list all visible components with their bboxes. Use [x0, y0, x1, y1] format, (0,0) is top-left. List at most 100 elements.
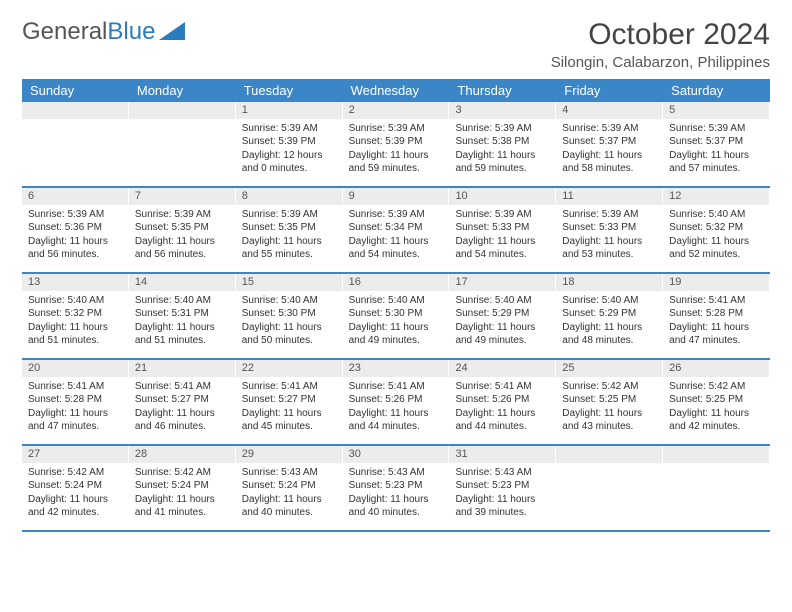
calendar-day-cell: 28Sunrise: 5:42 AMSunset: 5:24 PMDayligh…: [129, 446, 236, 530]
day-number: 11: [556, 188, 662, 205]
day-details: Sunrise: 5:39 AMSunset: 5:39 PMDaylight:…: [343, 119, 449, 182]
day-number: 13: [22, 274, 128, 291]
day-details: Sunrise: 5:40 AMSunset: 5:32 PMDaylight:…: [663, 205, 769, 268]
daylight-text: Daylight: 11 hours and 51 minutes.: [135, 321, 229, 348]
day-details: Sunrise: 5:39 AMSunset: 5:35 PMDaylight:…: [129, 205, 235, 268]
sunset-text: Sunset: 5:25 PM: [562, 393, 656, 407]
sunrise-text: Sunrise: 5:43 AM: [349, 466, 443, 480]
sunset-text: Sunset: 5:23 PM: [349, 479, 443, 493]
sunrise-text: Sunrise: 5:42 AM: [669, 380, 763, 394]
day-details: Sunrise: 5:41 AMSunset: 5:26 PMDaylight:…: [343, 377, 449, 440]
daylight-text: Daylight: 11 hours and 46 minutes.: [135, 407, 229, 434]
daylight-text: Daylight: 11 hours and 57 minutes.: [669, 149, 763, 176]
day-number: 18: [556, 274, 662, 291]
daylight-text: Daylight: 11 hours and 56 minutes.: [135, 235, 229, 262]
day-details: Sunrise: 5:39 AMSunset: 5:33 PMDaylight:…: [449, 205, 555, 268]
page-subtitle: Silongin, Calabarzon, Philippines: [551, 54, 770, 71]
day-number: 3: [449, 102, 555, 119]
day-details: Sunrise: 5:42 AMSunset: 5:24 PMDaylight:…: [129, 463, 235, 526]
daylight-text: Daylight: 11 hours and 42 minutes.: [669, 407, 763, 434]
calendar-day-cell: 5Sunrise: 5:39 AMSunset: 5:37 PMDaylight…: [663, 102, 770, 186]
daylight-text: Daylight: 11 hours and 42 minutes.: [28, 493, 122, 520]
calendar-day-cell: 10Sunrise: 5:39 AMSunset: 5:33 PMDayligh…: [449, 188, 556, 272]
calendar-week-row: 20Sunrise: 5:41 AMSunset: 5:28 PMDayligh…: [22, 360, 770, 446]
calendar-day-cell: 13Sunrise: 5:40 AMSunset: 5:32 PMDayligh…: [22, 274, 129, 358]
calendar-day-cell: 11Sunrise: 5:39 AMSunset: 5:33 PMDayligh…: [556, 188, 663, 272]
calendar-day-cell: 21Sunrise: 5:41 AMSunset: 5:27 PMDayligh…: [129, 360, 236, 444]
sunset-text: Sunset: 5:24 PM: [242, 479, 336, 493]
day-details: Sunrise: 5:42 AMSunset: 5:24 PMDaylight:…: [22, 463, 128, 526]
day-details: Sunrise: 5:39 AMSunset: 5:33 PMDaylight:…: [556, 205, 662, 268]
day-details: Sunrise: 5:41 AMSunset: 5:28 PMDaylight:…: [663, 291, 769, 354]
sunset-text: Sunset: 5:33 PM: [455, 221, 549, 235]
sunrise-text: Sunrise: 5:41 AM: [242, 380, 336, 394]
calendar-day-cell: [129, 102, 236, 186]
sunrise-text: Sunrise: 5:41 AM: [455, 380, 549, 394]
calendar-day-cell: 30Sunrise: 5:43 AMSunset: 5:23 PMDayligh…: [343, 446, 450, 530]
sunset-text: Sunset: 5:26 PM: [349, 393, 443, 407]
calendar-day-cell: 12Sunrise: 5:40 AMSunset: 5:32 PMDayligh…: [663, 188, 770, 272]
calendar-day-cell: 27Sunrise: 5:42 AMSunset: 5:24 PMDayligh…: [22, 446, 129, 530]
sunset-text: Sunset: 5:39 PM: [349, 135, 443, 149]
sunrise-text: Sunrise: 5:41 AM: [669, 294, 763, 308]
day-details: Sunrise: 5:42 AMSunset: 5:25 PMDaylight:…: [663, 377, 769, 440]
day-number: 16: [343, 274, 449, 291]
daylight-text: Daylight: 11 hours and 41 minutes.: [135, 493, 229, 520]
day-number: 19: [663, 274, 769, 291]
sunset-text: Sunset: 5:32 PM: [669, 221, 763, 235]
calendar-day-cell: 17Sunrise: 5:40 AMSunset: 5:29 PMDayligh…: [449, 274, 556, 358]
day-number: 23: [343, 360, 449, 377]
calendar-day-cell: 8Sunrise: 5:39 AMSunset: 5:35 PMDaylight…: [236, 188, 343, 272]
daylight-text: Daylight: 11 hours and 43 minutes.: [562, 407, 656, 434]
sunset-text: Sunset: 5:27 PM: [135, 393, 229, 407]
day-number: 10: [449, 188, 555, 205]
day-details: Sunrise: 5:41 AMSunset: 5:27 PMDaylight:…: [129, 377, 235, 440]
page-title: October 2024: [551, 18, 770, 52]
day-number: 7: [129, 188, 235, 205]
sunset-text: Sunset: 5:36 PM: [28, 221, 122, 235]
day-number: 24: [449, 360, 555, 377]
daylight-text: Daylight: 11 hours and 54 minutes.: [349, 235, 443, 262]
sunset-text: Sunset: 5:39 PM: [242, 135, 336, 149]
sunrise-text: Sunrise: 5:42 AM: [562, 380, 656, 394]
sunset-text: Sunset: 5:33 PM: [562, 221, 656, 235]
sunset-text: Sunset: 5:35 PM: [242, 221, 336, 235]
header: GeneralBlue October 2024 Silongin, Calab…: [22, 18, 770, 71]
sunrise-text: Sunrise: 5:43 AM: [455, 466, 549, 480]
daylight-text: Daylight: 11 hours and 58 minutes.: [562, 149, 656, 176]
daylight-text: Daylight: 11 hours and 50 minutes.: [242, 321, 336, 348]
day-details: Sunrise: 5:40 AMSunset: 5:32 PMDaylight:…: [22, 291, 128, 354]
day-number: 21: [129, 360, 235, 377]
day-details: Sunrise: 5:42 AMSunset: 5:25 PMDaylight:…: [556, 377, 662, 440]
sunset-text: Sunset: 5:31 PM: [135, 307, 229, 321]
sunrise-text: Sunrise: 5:39 AM: [562, 208, 656, 222]
day-number: [22, 102, 128, 119]
daylight-text: Daylight: 11 hours and 44 minutes.: [349, 407, 443, 434]
sunrise-text: Sunrise: 5:40 AM: [669, 208, 763, 222]
daylight-text: Daylight: 11 hours and 54 minutes.: [455, 235, 549, 262]
day-number: 30: [343, 446, 449, 463]
sunrise-text: Sunrise: 5:39 AM: [135, 208, 229, 222]
day-details: Sunrise: 5:40 AMSunset: 5:31 PMDaylight:…: [129, 291, 235, 354]
day-number: 31: [449, 446, 555, 463]
sunset-text: Sunset: 5:34 PM: [349, 221, 443, 235]
calendar-day-cell: 31Sunrise: 5:43 AMSunset: 5:23 PMDayligh…: [449, 446, 556, 530]
calendar-day-cell: 7Sunrise: 5:39 AMSunset: 5:35 PMDaylight…: [129, 188, 236, 272]
sunset-text: Sunset: 5:30 PM: [242, 307, 336, 321]
sunrise-text: Sunrise: 5:40 AM: [28, 294, 122, 308]
daylight-text: Daylight: 11 hours and 47 minutes.: [28, 407, 122, 434]
sunrise-text: Sunrise: 5:39 AM: [455, 122, 549, 136]
weekday-header: Thursday: [449, 79, 556, 102]
day-number: 1: [236, 102, 342, 119]
sunrise-text: Sunrise: 5:39 AM: [455, 208, 549, 222]
sunset-text: Sunset: 5:37 PM: [669, 135, 763, 149]
daylight-text: Daylight: 11 hours and 39 minutes.: [455, 493, 549, 520]
weekday-header: Saturday: [663, 79, 770, 102]
daylight-text: Daylight: 11 hours and 59 minutes.: [349, 149, 443, 176]
day-number: 9: [343, 188, 449, 205]
day-details: Sunrise: 5:43 AMSunset: 5:23 PMDaylight:…: [449, 463, 555, 526]
calendar-day-cell: 18Sunrise: 5:40 AMSunset: 5:29 PMDayligh…: [556, 274, 663, 358]
sunrise-text: Sunrise: 5:39 AM: [669, 122, 763, 136]
daylight-text: Daylight: 11 hours and 52 minutes.: [669, 235, 763, 262]
day-details: Sunrise: 5:39 AMSunset: 5:34 PMDaylight:…: [343, 205, 449, 268]
